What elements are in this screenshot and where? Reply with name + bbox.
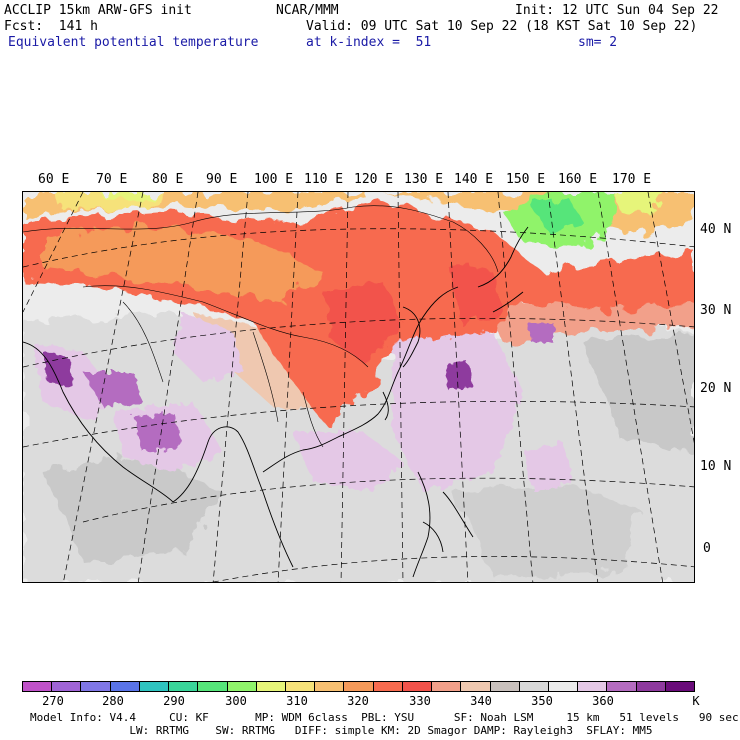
lon-label: 80 E: [152, 172, 184, 187]
colorbar-swatch: [607, 682, 637, 691]
colorbar: [22, 681, 695, 692]
colorbar-swatch: [169, 682, 199, 691]
colorbar-tick: 350: [531, 694, 553, 708]
lon-label: 110 E: [304, 172, 344, 187]
colorbar-tick: 360: [592, 694, 614, 708]
borders: [23, 205, 499, 448]
smoothing-label: sm= 2: [578, 35, 618, 50]
colorbar-swatch: [285, 682, 316, 691]
lat-label: 30 N: [700, 303, 732, 318]
colorbar-swatch: [402, 682, 433, 691]
colorbar-tick: 270: [42, 694, 64, 708]
colorbar-swatch: [227, 682, 257, 691]
lat-label: 10 N: [700, 459, 732, 474]
colorbar-tick: 290: [163, 694, 185, 708]
colorbar-swatch: [665, 682, 695, 691]
lon-label: 150 E: [506, 172, 546, 187]
lon-label: 170 E: [612, 172, 652, 187]
colorbar-swatch: [344, 682, 374, 691]
colorbar-swatch: [519, 682, 549, 691]
forecast-hour: Fcst: 141 h: [4, 19, 98, 34]
colorbar-tick: 300: [225, 694, 247, 708]
lon-label: 140 E: [454, 172, 494, 187]
colorbar-swatch: [432, 682, 462, 691]
lon-label: 120 E: [354, 172, 394, 187]
model-title: ACCLIP 15km ARW-GFS init: [4, 3, 192, 18]
model-info-line2: LW: RRTMG SW: RRTMG DIFF: simple KM: 2D …: [30, 724, 653, 737]
colorbar-tick: 330: [409, 694, 431, 708]
init-time: Init: 12 UTC Sun 04 Sep 22: [515, 3, 719, 18]
colorbar-tick: 320: [347, 694, 369, 708]
colorbar-swatch: [110, 682, 140, 691]
colorbar-swatch: [81, 682, 111, 691]
colorbar-swatch: [373, 682, 403, 691]
lon-label: 70 E: [96, 172, 128, 187]
lon-label: 60 E: [38, 172, 70, 187]
colorbar-swatch: [198, 682, 228, 691]
lat-label: 0: [703, 541, 711, 556]
lon-label: 90 E: [206, 172, 238, 187]
colorbar-swatch: [490, 682, 520, 691]
colorbar-swatch: [139, 682, 170, 691]
level-index: at k-index = 51: [306, 35, 432, 50]
colorbar-unit: K: [692, 694, 700, 708]
colorbar-swatch: [636, 682, 666, 691]
field-name: Equivalent potential temperature: [8, 35, 259, 50]
colorbar-tick: 310: [286, 694, 308, 708]
graticule: [23, 192, 694, 582]
map-field: [23, 192, 694, 582]
colorbar-swatch: [548, 682, 579, 691]
lat-label: 40 N: [700, 222, 732, 237]
lon-label: 100 E: [254, 172, 294, 187]
theta-e-map: [22, 191, 695, 583]
model-info-line1: Model Info: V4.4 CU: KF MP: WDM 6class P…: [30, 711, 739, 724]
lon-label: 130 E: [404, 172, 444, 187]
lat-label: 20 N: [700, 381, 732, 396]
colorbar-swatch: [256, 682, 286, 691]
coastlines: [23, 226, 529, 578]
colorbar-tick: 340: [470, 694, 492, 708]
institution-label: NCAR/MMM: [276, 3, 339, 18]
colorbar-tick: 280: [102, 694, 124, 708]
colorbar-swatch: [578, 682, 608, 691]
lon-label: 160 E: [558, 172, 598, 187]
colorbar-swatch: [23, 682, 53, 691]
valid-time: Valid: 09 UTC Sat 10 Sep 22 (18 KST Sat …: [306, 19, 698, 34]
colorbar-swatch: [315, 682, 345, 691]
colorbar-swatch: [461, 682, 491, 691]
colorbar-swatch: [52, 682, 82, 691]
